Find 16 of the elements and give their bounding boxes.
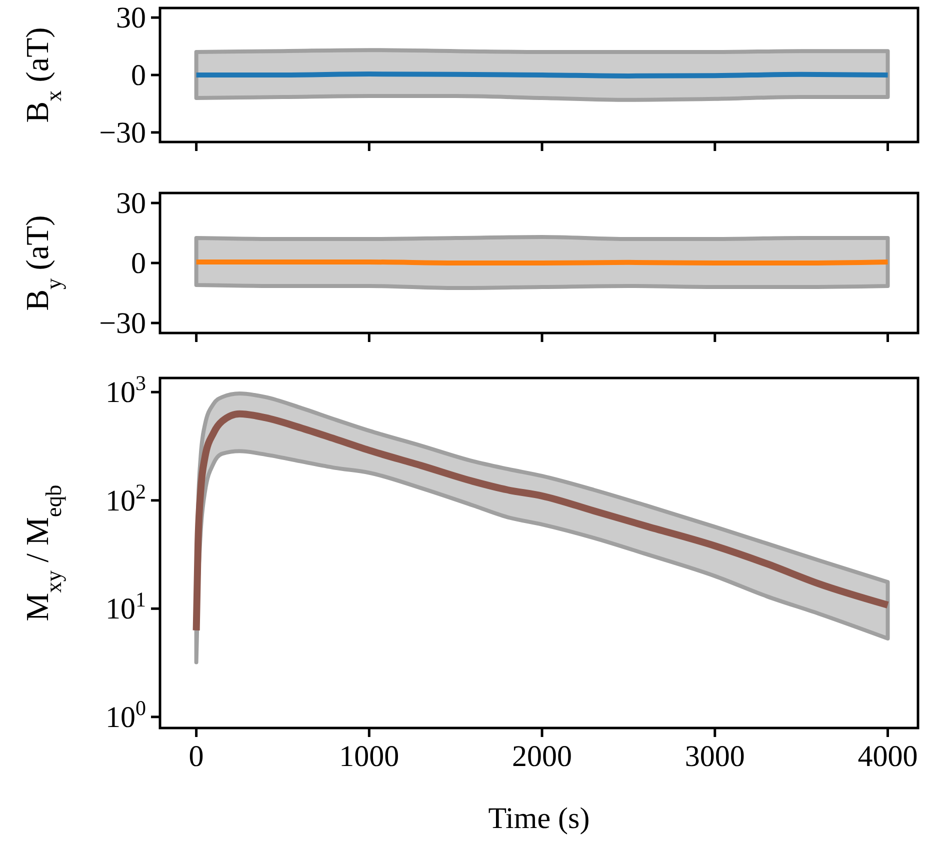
y-tick-label: 30 [116,2,146,35]
y-tick-label: 10$^{3}$ [106,371,146,410]
x-tick-label: 3000 [684,740,745,773]
y-tick-label: −30 [99,307,146,340]
y-tick-label: −30 [99,116,146,150]
y-tick-label: 30 [116,187,146,220]
x-tick-label: 1000 [339,740,400,773]
x-tick-label: 4000 [858,740,918,773]
y-tick-label: 0 [131,59,146,92]
y-tick-label: 0 [131,247,146,280]
y-tick-label: 10$^{1}$ [106,588,146,626]
x-tick-label: 2000 [512,740,572,773]
y-tick-label: 10$^{2}$ [106,479,146,518]
x-tick-label: 0 [188,740,204,773]
y-tick-label: 10$^{0}$ [106,696,146,734]
x-axis-title: Time (s) [488,802,590,835]
